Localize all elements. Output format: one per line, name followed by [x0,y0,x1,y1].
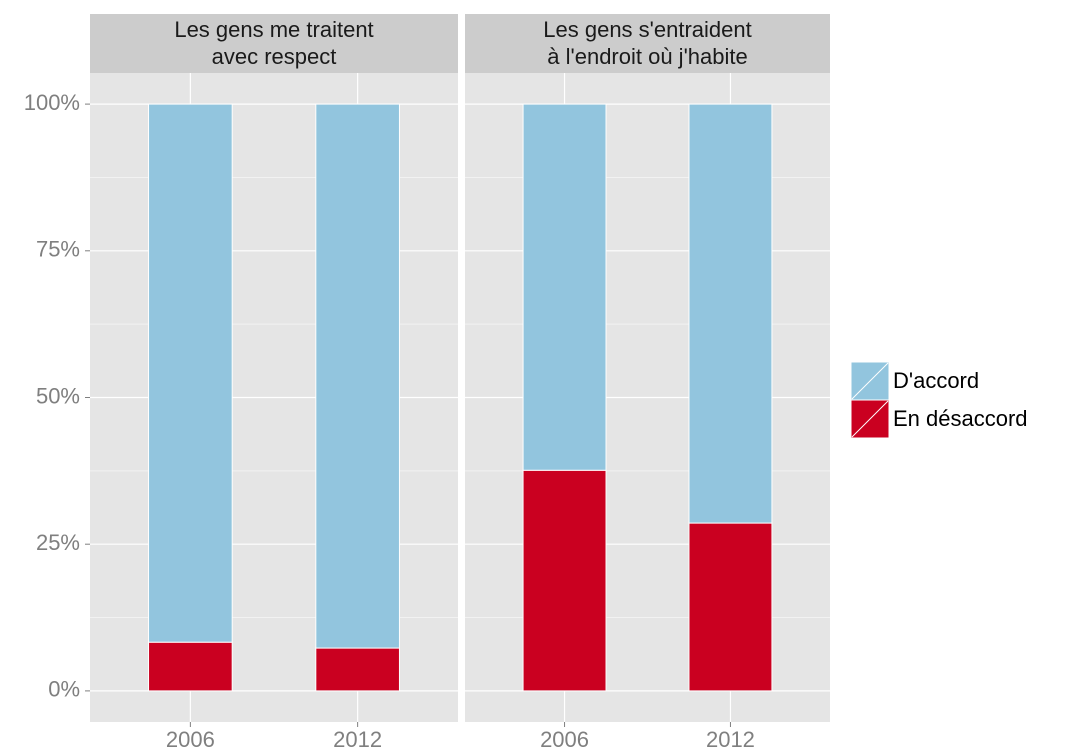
y-tick-label: 0% [48,677,80,702]
facet-title: à l'endroit où j'habite [547,44,747,69]
legend-key-slash [851,362,889,400]
bar-segment [522,103,607,471]
x-tick-label: 2006 [540,727,589,752]
x-tick-label: 2012 [706,727,755,752]
y-tick-label: 100% [24,90,80,115]
legend-key-slash [851,400,889,438]
bar-segment [148,103,233,643]
x-tick-label: 2012 [333,727,382,752]
y-tick-label: 75% [36,237,80,262]
facet-title: avec respect [212,44,337,69]
bar-segment [688,103,773,524]
bar-segment [315,103,400,649]
legend-label: D'accord [893,368,979,393]
bar-segment [315,647,400,692]
legend-label: En désaccord [893,406,1028,431]
facet-title: Les gens s'entraident [543,17,751,42]
y-tick-label: 50% [36,383,80,408]
x-tick-label: 2006 [166,727,215,752]
bar-segment [688,522,773,692]
y-tick-label: 25% [36,530,80,555]
bar-segment [148,641,233,692]
strip-background [90,14,458,73]
facet-title: Les gens me traitent [174,17,373,42]
strip-background [465,14,830,73]
bar-segment [522,469,607,692]
